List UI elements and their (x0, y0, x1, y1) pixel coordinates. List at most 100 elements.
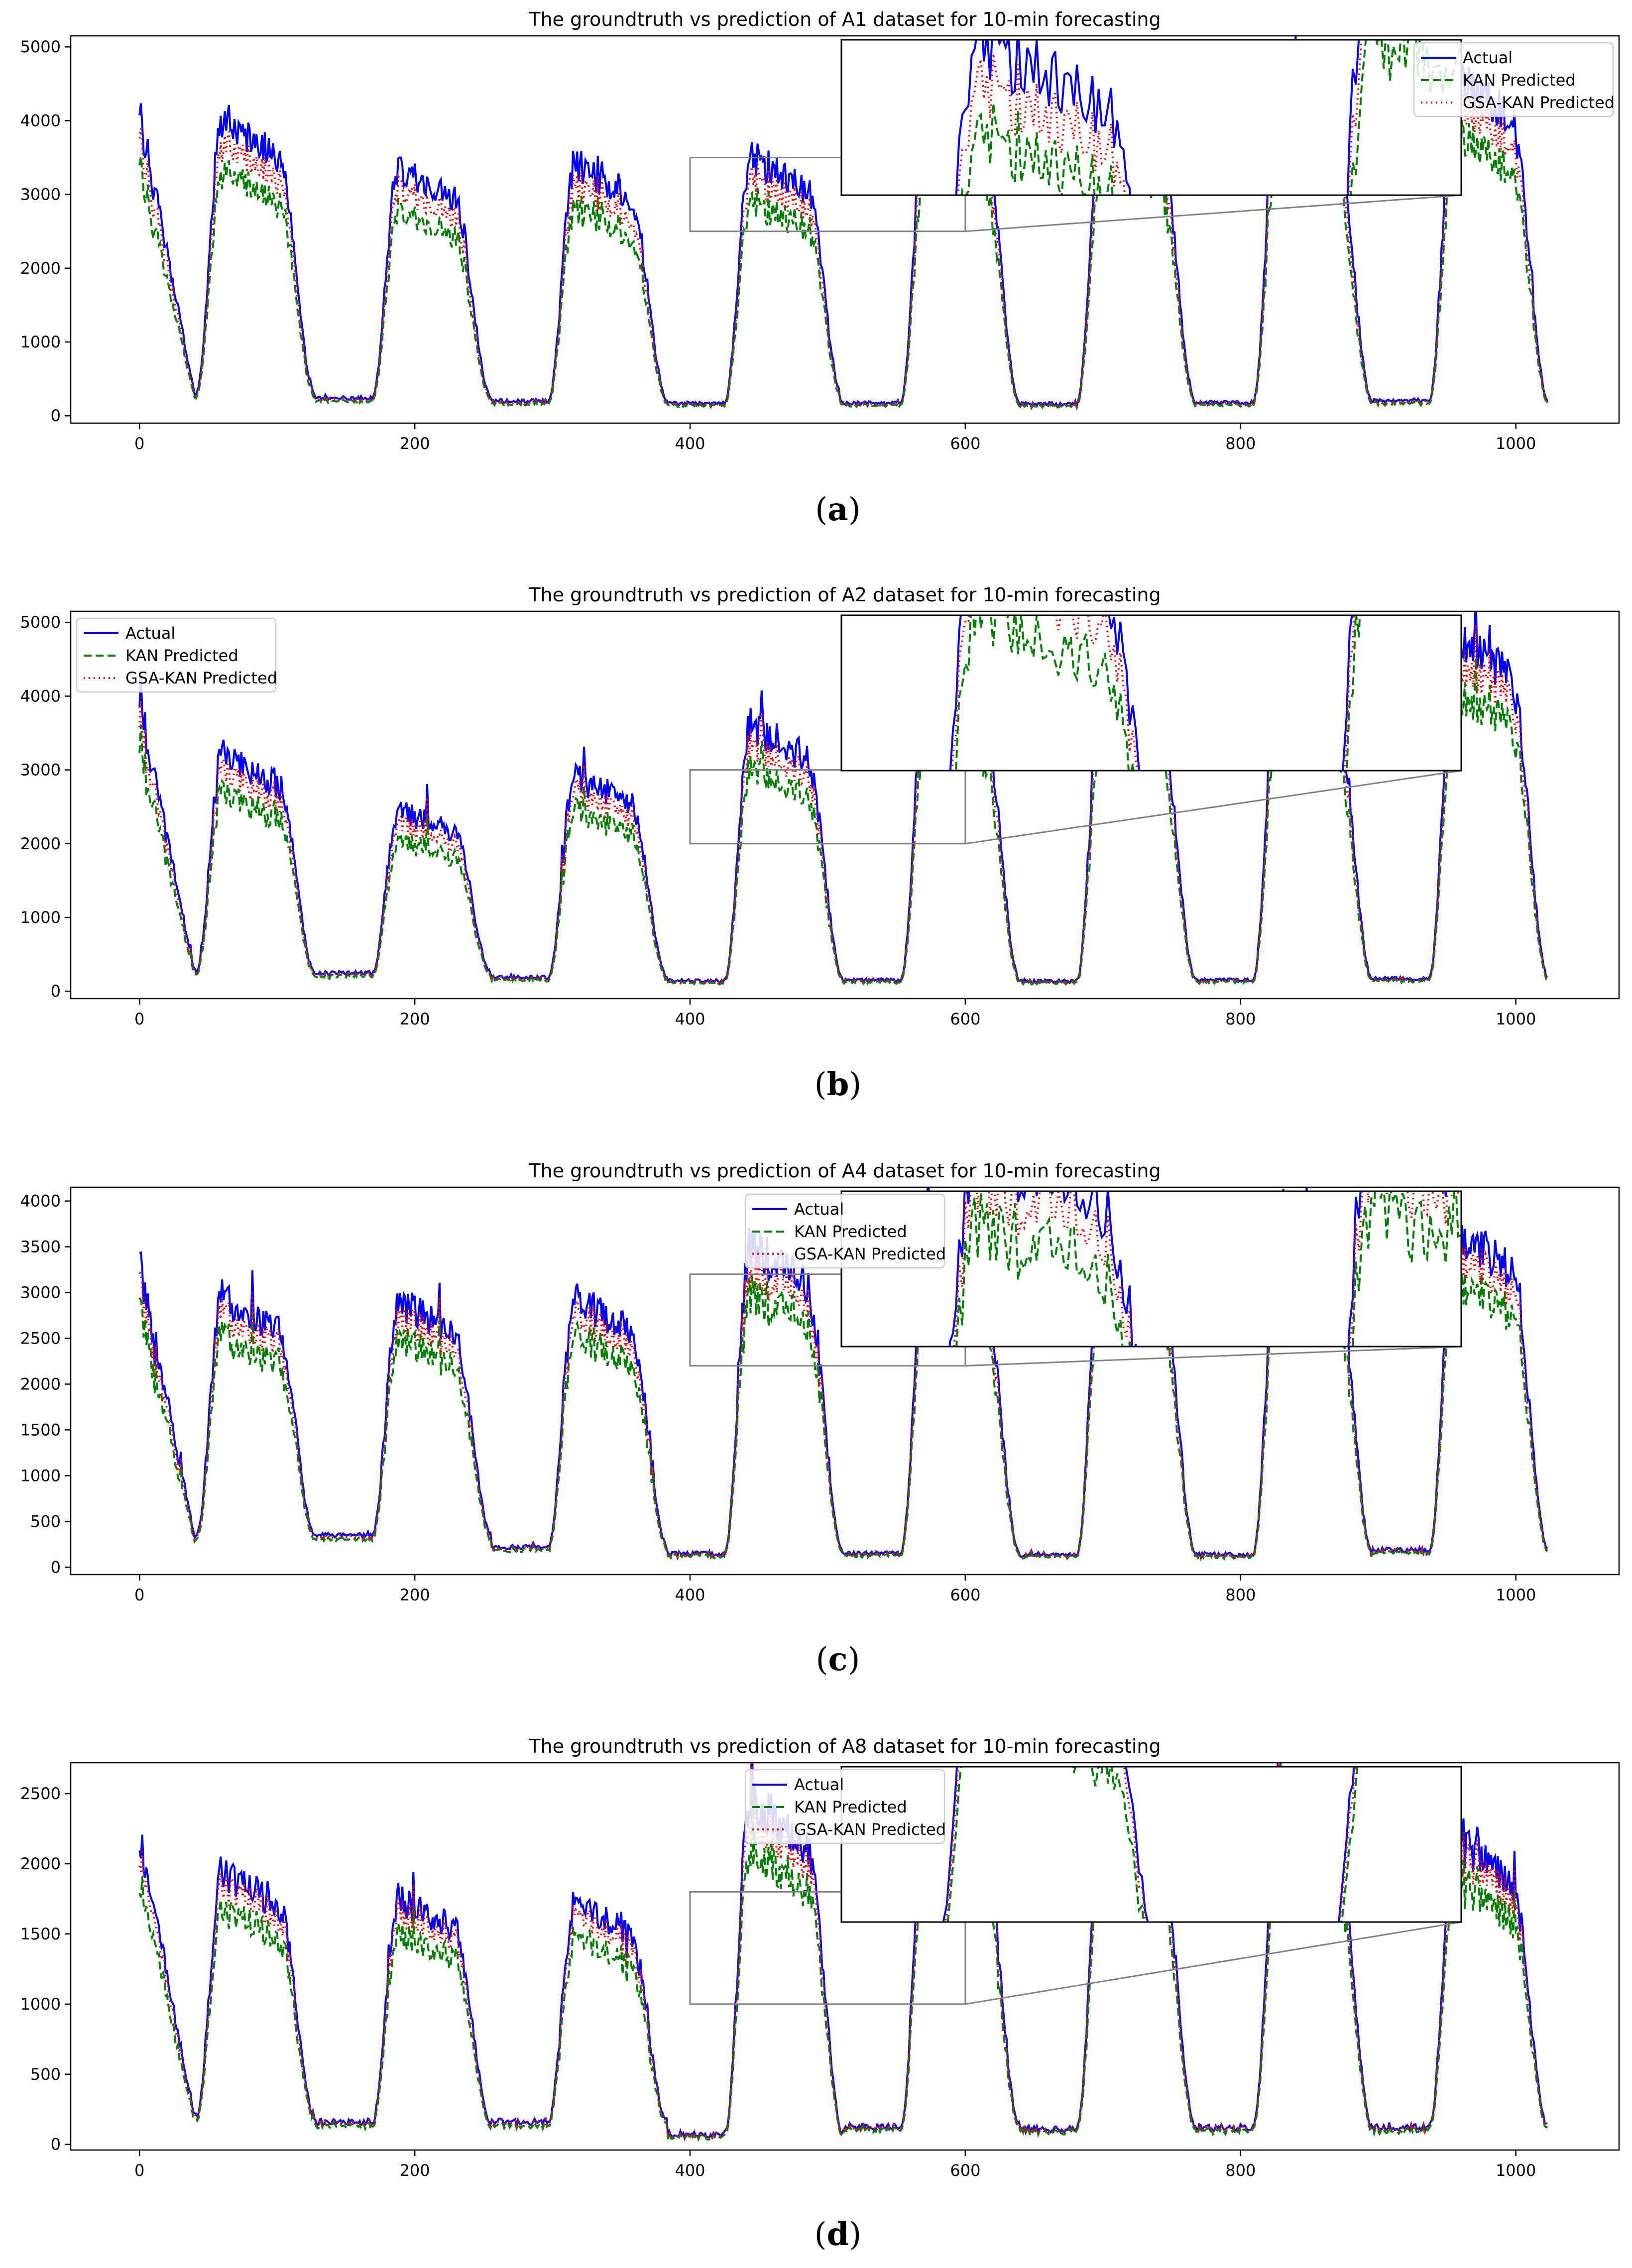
zoom-inset-lines (949, 615, 1361, 771)
legend: Actual KAN Predicted GSA-KAN Predicted (744, 1769, 946, 1844)
y-tick-label: 1000 (20, 1466, 61, 1485)
zoom-connector-bottom (965, 194, 1462, 232)
zoom-inset-border (840, 614, 1462, 772)
plot-frame (70, 1186, 1620, 1576)
x-tick-label: 600 (950, 434, 980, 453)
x-tick-label: 200 (400, 1010, 430, 1028)
inset-line-gsa-kan-predicted (957, 40, 1363, 195)
y-tick-label: 0 (51, 2135, 61, 2154)
inset-line-actual (955, 40, 1360, 195)
x-tick-label: 600 (950, 1010, 980, 1028)
y-tick-label: 500 (30, 2065, 61, 2084)
x-tick-label: 400 (675, 1010, 705, 1028)
y-tick-label: 2500 (20, 1784, 61, 1803)
chart-title: The groundtruth vs prediction of A4 data… (528, 1160, 1161, 1182)
plot-frame (70, 35, 1620, 424)
legend-label: Actual (125, 624, 175, 643)
x-tick-label: 400 (675, 1586, 705, 1604)
plot-frame (70, 610, 1620, 1000)
legend-label: GSA-KAN Predicted (794, 1245, 946, 1263)
y-tick-label: 0 (51, 1558, 61, 1577)
inset-line-kan-predicted (955, 1191, 1461, 1347)
zoom-inset-frame (840, 39, 1462, 196)
panel-label-letter: c (828, 1641, 848, 1678)
plot-frame (70, 1762, 1620, 2151)
x-tick-label: 0 (134, 2161, 144, 2180)
legend-label: GSA-KAN Predicted (794, 1820, 946, 1839)
zoom-source-box (689, 1891, 966, 2005)
y-tick-label: 4000 (20, 1192, 61, 1211)
panel-label-letter: a (827, 491, 848, 528)
chart-panel-a: The groundtruth vs prediction of A1 data… (20, 8, 1620, 528)
legend: Actual KAN Predicted GSA-KAN Predicted (1413, 42, 1615, 117)
legend-label: KAN Predicted (1463, 71, 1576, 90)
y-tick-label: 2000 (20, 1854, 61, 1873)
legend-label: Actual (794, 1200, 844, 1219)
panel-label-open: ( (815, 2216, 827, 2253)
x-tick-label: 1000 (1496, 1010, 1536, 1028)
panel-label-close: ) (849, 1066, 861, 1103)
legend-label: KAN Predicted (794, 1222, 907, 1241)
x-tick-label: 800 (1225, 1586, 1256, 1604)
legend-box (76, 617, 277, 693)
inset-line-gsa-kan-predicted (953, 1191, 1461, 1347)
x-tick-label: 1000 (1496, 434, 1536, 453)
legend-label: GSA-KAN Predicted (1463, 93, 1615, 112)
y-tick-label: 4000 (20, 686, 61, 705)
panel-label-letter: d (827, 2216, 849, 2253)
y-tick-label: 3000 (20, 185, 61, 204)
inset-line-kan-predicted (954, 615, 1361, 771)
chart-panel-c: The groundtruth vs prediction of A4 data… (20, 1160, 1620, 1678)
y-tick-label: 1500 (20, 1420, 61, 1439)
y-tick-label: 0 (51, 406, 61, 425)
x-tick-label: 400 (675, 434, 705, 453)
inset-line-actual (948, 1191, 1447, 1347)
zoom-inset-frame (840, 614, 1462, 772)
zoom-connector-bottom (965, 1921, 1462, 2005)
zoom-inset-lines (948, 1191, 1461, 1347)
chart-title: The groundtruth vs prediction of A8 data… (528, 1735, 1161, 1757)
legend-label: Actual (794, 1775, 844, 1794)
legend-label: Actual (1463, 48, 1513, 67)
panel-label-open: ( (816, 1641, 828, 1678)
x-tick-label: 1000 (1496, 1586, 1536, 1604)
x-tick-label: 200 (400, 434, 430, 453)
zoom-inset-border (840, 39, 1462, 196)
y-tick-label: 2500 (20, 1329, 61, 1348)
panel-label-open: ( (815, 1066, 827, 1103)
zoom-inset (840, 614, 1462, 772)
series-line-gsa-kan-predicted (138, 1187, 1548, 1560)
zoom-inset-border (840, 1766, 1462, 1923)
panel-label-letter: b (827, 1066, 849, 1103)
y-tick-label: 1000 (20, 908, 61, 927)
zoom-inset (840, 1190, 1462, 1348)
x-tick-label: 800 (1225, 1010, 1256, 1028)
x-tick-label: 600 (950, 2161, 980, 2180)
x-tick-label: 600 (950, 1586, 980, 1604)
zoom-inset (840, 39, 1462, 196)
y-tick-label: 1500 (20, 1925, 61, 1943)
x-tick-label: 0 (134, 1010, 144, 1028)
zoom-inset-lines (942, 1767, 1359, 1922)
x-tick-label: 200 (400, 1586, 430, 1604)
legend-box (744, 1769, 945, 1844)
x-tick-label: 0 (134, 1586, 144, 1604)
panel-label-close: ) (847, 1641, 860, 1678)
y-tick-label: 2000 (20, 259, 61, 278)
y-tick-label: 3000 (20, 1283, 61, 1302)
x-tick-label: 1000 (1496, 2161, 1536, 2180)
legend-label: GSA-KAN Predicted (125, 669, 277, 687)
y-tick-label: 5000 (20, 37, 61, 56)
y-tick-label: 3000 (20, 761, 61, 780)
y-tick-label: 4000 (20, 111, 61, 130)
panel-label: (b) (815, 1066, 862, 1103)
panel-label: (d) (815, 2216, 862, 2253)
legend-box (744, 1193, 945, 1269)
series-line-gsa-kan-predicted (138, 64, 1549, 410)
y-tick-label: 3500 (20, 1238, 61, 1256)
x-tick-label: 0 (134, 434, 144, 453)
chart-title: The groundtruth vs prediction of A1 data… (528, 8, 1161, 30)
y-tick-label: 2000 (20, 1374, 61, 1393)
chart-panel-b: The groundtruth vs prediction of A2 data… (20, 584, 1620, 1103)
